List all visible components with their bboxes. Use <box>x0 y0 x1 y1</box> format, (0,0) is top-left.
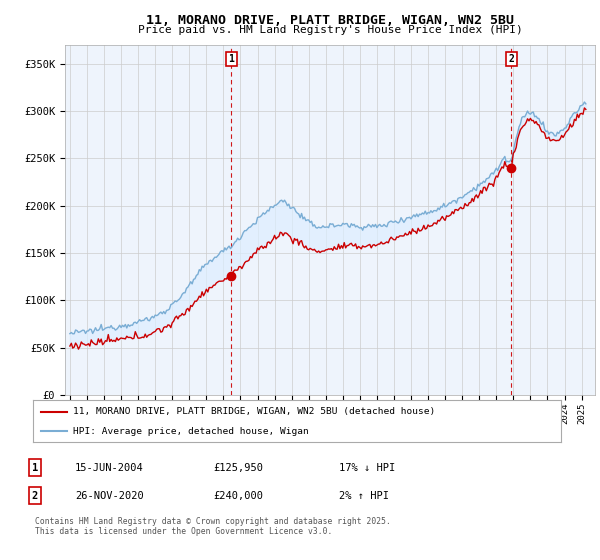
Text: 26-NOV-2020: 26-NOV-2020 <box>75 491 144 501</box>
Text: 15-JUN-2004: 15-JUN-2004 <box>75 463 144 473</box>
Text: 11, MORANO DRIVE, PLATT BRIDGE, WIGAN, WN2 5BU: 11, MORANO DRIVE, PLATT BRIDGE, WIGAN, W… <box>146 14 514 27</box>
Text: 1: 1 <box>228 54 234 64</box>
Text: Contains HM Land Registry data © Crown copyright and database right 2025.
This d: Contains HM Land Registry data © Crown c… <box>35 517 391 536</box>
Text: 2: 2 <box>32 491 38 501</box>
Text: HPI: Average price, detached house, Wigan: HPI: Average price, detached house, Wiga… <box>73 427 308 436</box>
Text: £240,000: £240,000 <box>213 491 263 501</box>
Text: 2: 2 <box>508 54 514 64</box>
Text: 1: 1 <box>32 463 38 473</box>
Text: Price paid vs. HM Land Registry's House Price Index (HPI): Price paid vs. HM Land Registry's House … <box>137 25 523 35</box>
Text: £125,950: £125,950 <box>213 463 263 473</box>
Text: 2% ↑ HPI: 2% ↑ HPI <box>339 491 389 501</box>
Text: 17% ↓ HPI: 17% ↓ HPI <box>339 463 395 473</box>
Text: 11, MORANO DRIVE, PLATT BRIDGE, WIGAN, WN2 5BU (detached house): 11, MORANO DRIVE, PLATT BRIDGE, WIGAN, W… <box>73 407 435 416</box>
